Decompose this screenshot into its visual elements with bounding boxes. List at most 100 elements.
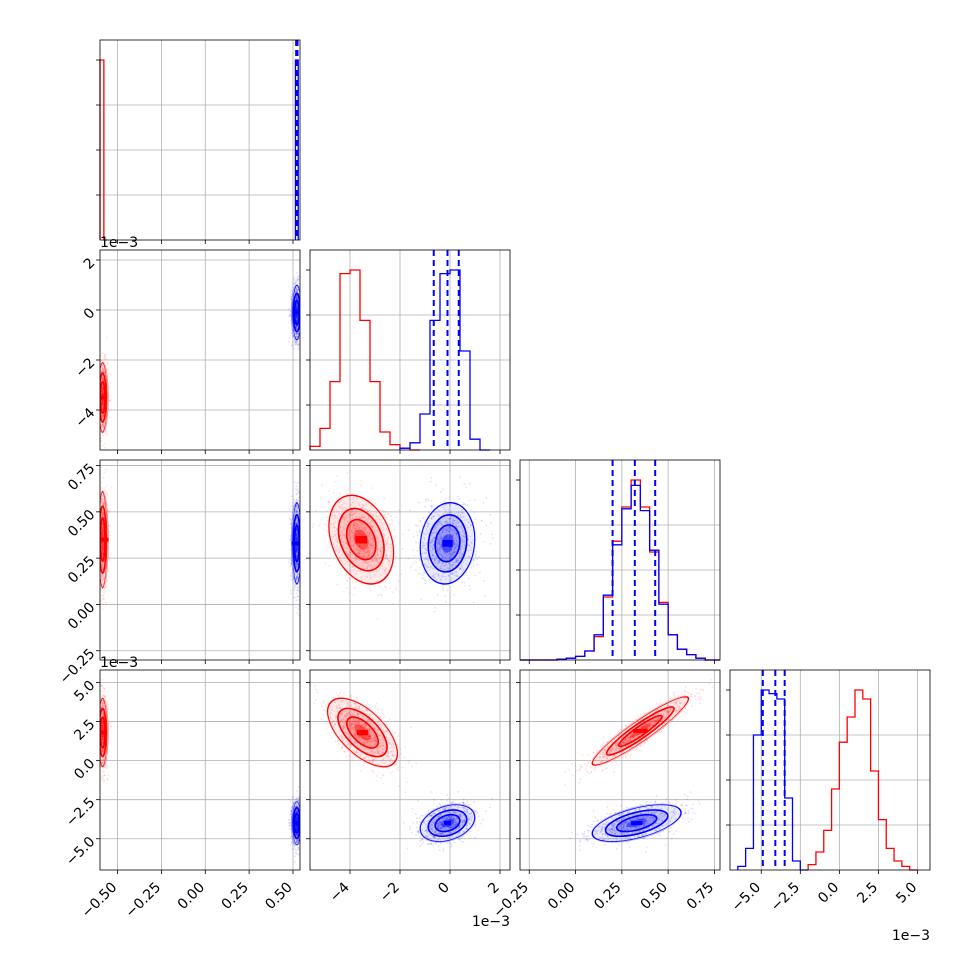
red-sample-point — [102, 528, 104, 531]
red-sample-point — [101, 728, 104, 731]
red-sample-point — [101, 734, 104, 737]
red-sample-point — [102, 494, 104, 496]
red-sample-point — [98, 503, 100, 505]
red-sample-point — [102, 705, 105, 708]
red-sample-point — [102, 759, 105, 762]
red-sample-point — [97, 370, 99, 372]
blue-sample-point — [295, 805, 298, 808]
red-sample-point — [103, 770, 105, 773]
red-sample-point — [108, 409, 111, 412]
blue-sample-point — [296, 538, 299, 541]
blue-sample-point — [296, 315, 299, 318]
red-sample-point — [95, 396, 97, 398]
panel-frame — [99, 39, 301, 241]
red-sample-point — [104, 586, 106, 589]
red-sample-point — [102, 390, 105, 392]
red-sample-point — [102, 388, 104, 391]
blue-sample-point — [295, 828, 298, 830]
red-sample-point — [102, 704, 105, 706]
blue-sample-point — [295, 528, 298, 531]
red-sample-point — [106, 581, 109, 583]
red-sample-point — [101, 742, 104, 745]
red-sample-point — [101, 702, 104, 704]
red-sample-point — [102, 525, 104, 527]
blue-sample-point — [295, 568, 298, 571]
y-tick-label: 0.25 — [65, 553, 98, 586]
red-sample-point — [102, 713, 105, 716]
blue-sample-point — [301, 570, 303, 572]
red-sample-point — [103, 501, 106, 504]
blue-sample-point — [296, 577, 299, 580]
red-sample-point — [100, 729, 103, 731]
red-sample-point — [101, 530, 104, 533]
red-sample-point — [96, 403, 98, 405]
red-sample-point — [96, 411, 98, 413]
blue-sample-point — [295, 288, 298, 291]
blue-sample-point — [296, 564, 298, 567]
red-sample-point — [101, 400, 104, 403]
blue-sample-point — [296, 810, 299, 812]
red-sample-point — [103, 758, 106, 760]
blue-sample-point — [295, 563, 298, 566]
blue-sample-point — [295, 532, 298, 534]
red-sample-point — [102, 563, 105, 566]
blue-sample-point — [295, 547, 298, 550]
red-sample-point — [97, 566, 99, 568]
blue-sample-point — [296, 818, 298, 821]
red-sample-point — [96, 404, 98, 406]
red-sample-point — [97, 711, 99, 713]
red-sample-point — [101, 728, 104, 730]
red-sample-point — [97, 399, 99, 401]
red-sample-point — [101, 749, 104, 752]
panel-0-0 — [96, 39, 301, 244]
red-sample-point — [97, 402, 99, 404]
red-sample-point — [98, 752, 100, 754]
red-sample-point — [101, 703, 104, 705]
red-sample-point — [101, 388, 104, 391]
red-sample-point — [98, 547, 100, 549]
red-sample-point — [98, 437, 100, 439]
red-sample-point — [101, 750, 104, 752]
blue-sample-point — [301, 817, 303, 819]
red-sample-point — [101, 725, 104, 728]
red-sample-point — [103, 503, 106, 506]
blue-sample-point — [300, 327, 302, 329]
blue-sample-point — [287, 561, 290, 564]
blue-sample-point — [295, 511, 298, 514]
blue-sample-point — [296, 538, 299, 541]
blue-sample-point — [300, 794, 302, 796]
red-sample-point — [103, 487, 106, 490]
red-sample-point — [101, 406, 104, 409]
blue-sample-point — [300, 540, 302, 542]
blue-sample-point — [295, 332, 298, 335]
blue-sample-point — [296, 817, 299, 820]
blue-sample-point — [301, 293, 303, 295]
red-sample-point — [100, 562, 103, 565]
red-sample-point — [104, 432, 107, 434]
red-sample-point — [100, 684, 102, 687]
blue-sample-point — [297, 492, 300, 494]
red-sample-point — [98, 715, 100, 717]
blue-sample-point — [295, 488, 297, 490]
red-sample-point — [100, 369, 102, 371]
red-sample-point — [102, 418, 104, 421]
red-sample-point — [101, 404, 104, 407]
red-sample-point — [100, 515, 103, 518]
blue-sample-point — [295, 320, 298, 322]
red-sample-point — [98, 735, 100, 737]
red-sample-point — [97, 408, 99, 410]
red-sample-point — [101, 703, 104, 706]
red-sample-point — [102, 378, 105, 381]
red-sample-point — [101, 393, 104, 396]
blue-sample-point — [296, 305, 299, 308]
red-sample-point — [105, 468, 107, 471]
blue-sample-point — [295, 537, 298, 540]
blue-sample-point — [293, 586, 296, 588]
red-sample-point — [102, 712, 104, 715]
red-sample-point — [101, 541, 104, 544]
blue-sample-point — [297, 333, 300, 335]
red-sample-point — [101, 509, 104, 511]
blue-sample-point — [295, 566, 298, 569]
red-sample-point — [101, 694, 104, 696]
red-sample-point — [102, 426, 105, 429]
